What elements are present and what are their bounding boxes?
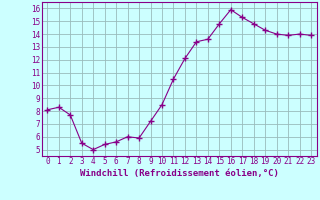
X-axis label: Windchill (Refroidissement éolien,°C): Windchill (Refroidissement éolien,°C): [80, 169, 279, 178]
